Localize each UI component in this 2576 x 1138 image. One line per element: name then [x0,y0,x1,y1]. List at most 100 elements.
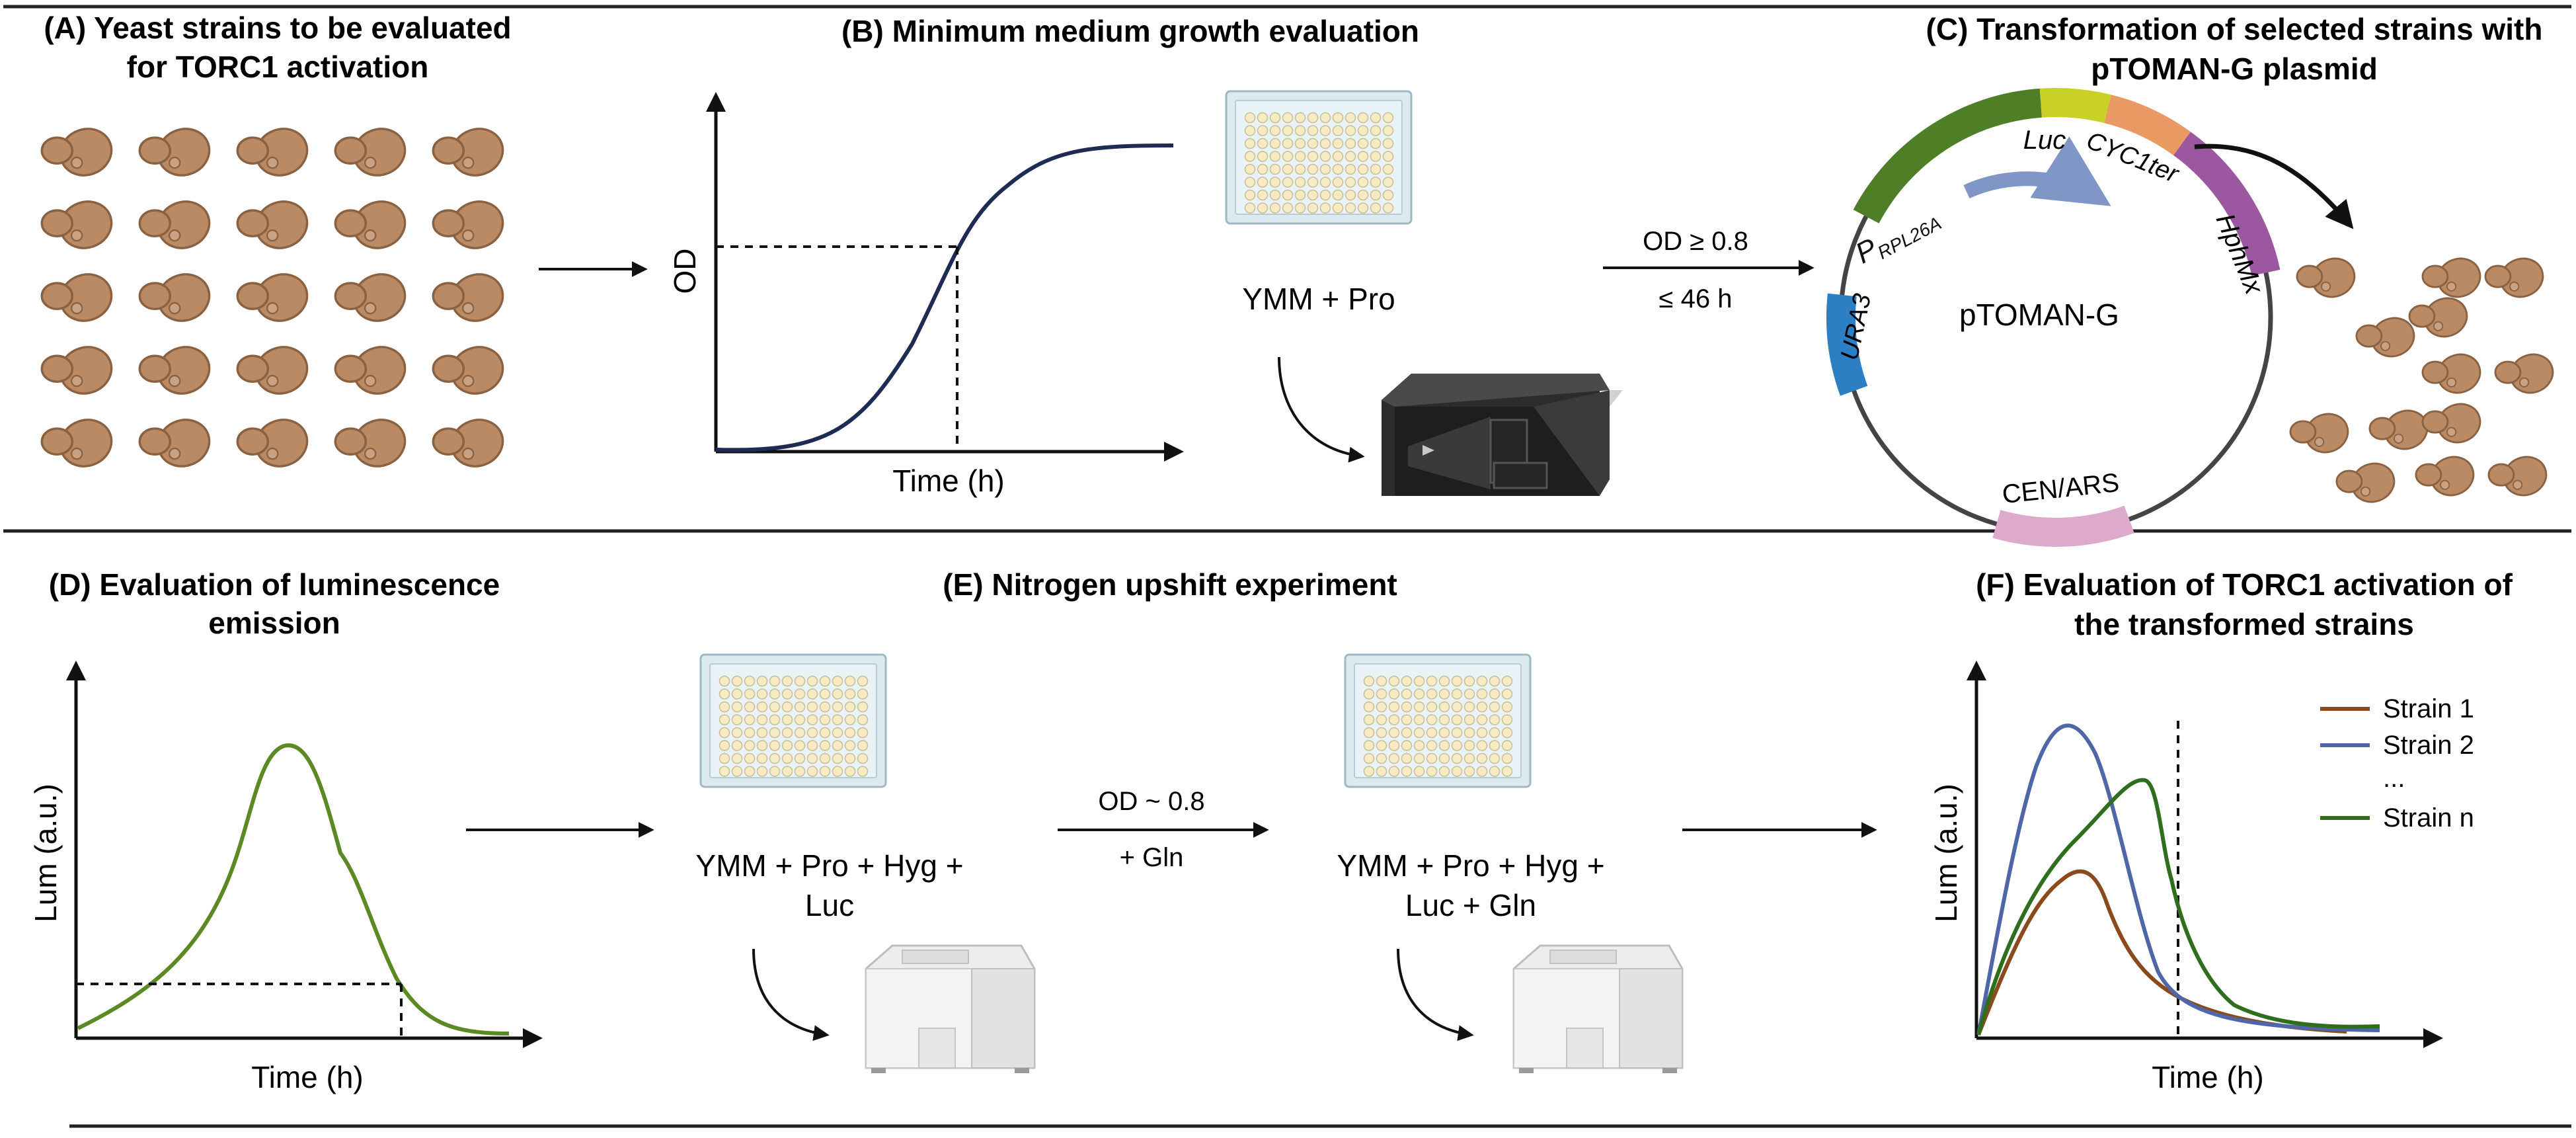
panel-e-title: (E) Nitrogen upshift experiment [943,567,1397,602]
plate-well [857,675,869,687]
plasmid-promoter-segment [1853,88,2042,224]
plate-well [1451,766,1463,777]
plate-well [857,752,869,764]
plate-well [756,752,768,764]
plate-well [832,688,843,700]
plate-well [1476,714,1488,725]
plate-well [1357,202,1369,214]
plate-well [1426,701,1438,713]
plasmid-ura3-segment [1826,293,1868,396]
plate-well [1307,112,1319,124]
plate-well [781,688,793,700]
plate-well [806,688,818,700]
yeast-cell-icon [236,411,315,475]
plate-well [1376,752,1387,764]
plate-well [769,727,781,739]
plate-well [1257,112,1268,124]
plate-well [1244,112,1256,124]
plate-well [1307,189,1319,201]
yeast-cell-icon [2484,251,2550,304]
plate-well [1244,163,1256,175]
plate-well [756,675,768,687]
luminescence-curve [77,743,510,1036]
legend-label-strain-n: Strain n [2383,803,2474,833]
plate-well [1388,701,1400,713]
plate-well [1282,125,1294,136]
plate-well [832,727,843,739]
plate-well [1401,727,1413,739]
plate-well [1451,714,1463,725]
plate-well [1370,125,1382,136]
plate-well [744,714,756,725]
plate-well [1413,675,1425,687]
yeast-cell-icon [2421,251,2487,304]
yeast-cell-icon [40,193,120,257]
plate-well [806,766,818,777]
plate-well [781,714,793,725]
plate-well [1489,675,1501,687]
plate-well [1451,688,1463,700]
plate-well [1413,714,1425,725]
plate-well [819,727,831,739]
plate-well [1307,177,1319,188]
plate-well [1476,701,1488,713]
strain-1-curve [1976,869,2347,1036]
plate-well [744,766,756,777]
plate-well [1438,675,1450,687]
plate-well [1438,752,1450,764]
plate-well [1501,766,1513,777]
plate-well [1382,138,1394,149]
plate-well [1370,151,1382,162]
plate-well [1363,701,1375,713]
yeast-cell-icon [2487,450,2553,503]
strain-n-curve [1976,778,2380,1036]
plate-well [731,752,743,764]
plate-well [769,766,781,777]
lum-d-y-label: Lum (a.u.) [28,784,63,922]
plate-well [1257,163,1268,175]
plate-well [1501,752,1513,764]
plate-well [744,752,756,764]
yeast-cell-icon [432,120,511,184]
plate-well [1426,714,1438,725]
plate-well [744,727,756,739]
plate-well [1426,688,1438,700]
plate-well [1269,151,1281,162]
plate-well [1376,688,1387,700]
yeast-cell-icon [432,266,511,329]
growth-x-label: Time (h) [892,464,1005,498]
arrow-b-to-c: OD ≥ 0.8 ≤ 46 h [1603,227,1815,313]
plate-well [832,675,843,687]
plate-well [744,675,756,687]
plate-well [719,740,730,751]
yeast-cell-icon [432,339,511,402]
plate-well [1345,189,1356,201]
plate-well [1282,112,1294,124]
arrow-plate-e1-to-luminometer [752,948,830,1041]
96-well-plate-icon [1225,90,1413,225]
plate-e2-label-line2: Luc + Gln [1405,888,1536,922]
yeast-cell-icon [2289,407,2355,460]
plate-well [1269,138,1281,149]
plate-well [1319,189,1331,201]
yeast-cell-icon [2494,347,2559,400]
plate-well [1489,714,1501,725]
panel-b: (B) Minimum medium growth evaluation OD … [668,14,1623,498]
plate-well [1464,752,1475,764]
plate-well [819,740,831,751]
plate-well [1426,740,1438,751]
plate-well [769,740,781,751]
arrow-e-line1: OD ~ 0.8 [1098,787,1204,816]
plate-well [1332,125,1344,136]
yeast-cell-icon [236,339,315,402]
plate-well [1401,688,1413,700]
panel-a: (A) Yeast strains to be evaluated for TO… [40,11,648,475]
luminometer-icon [1512,944,1684,1075]
plasmid-cyc1ter-segment [2104,95,2191,155]
yeast-cell-icon [334,339,413,402]
plate-well [794,701,806,713]
arrow-e-line2: + Gln [1120,843,1184,872]
plate-well [1294,125,1306,136]
plate-well [1382,112,1394,124]
